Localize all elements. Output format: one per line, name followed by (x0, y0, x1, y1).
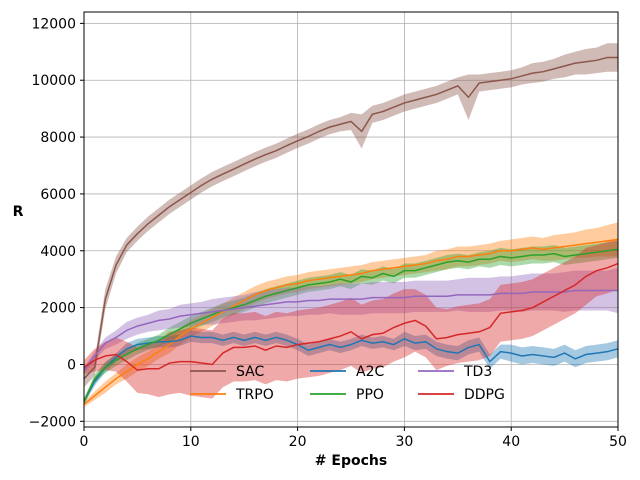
plot-frame (83, 11, 619, 428)
legend-label-a2c: A2C (356, 364, 384, 380)
legend-label-sac: SAC (236, 364, 264, 380)
grid-lines (83, 12, 619, 427)
line-td3 (83, 289, 618, 371)
y-tick-label: −2000 (29, 414, 76, 430)
x-tick-label: 50 (609, 434, 627, 450)
axis-ticks: 0 10 20 30 40 50−2000020004000600080001000012… (29, 16, 627, 450)
y-axis-label: R (13, 204, 24, 220)
legend-label-ddpg: DDPG (464, 387, 505, 403)
line-ppo (83, 248, 619, 402)
y-tick-label: 4000 (40, 244, 76, 260)
x-tick-label: 10 (182, 434, 200, 450)
line-sac (83, 56, 618, 380)
series-lines (83, 56, 619, 405)
y-tick-label: 0 (67, 357, 76, 373)
y-tick-label: 6000 (40, 187, 76, 203)
x-tick-label: 40 (502, 434, 520, 450)
legend-label-ppo: PPO (356, 387, 384, 403)
plot-background (84, 12, 618, 427)
legend-label-trpo: TRPO (235, 387, 274, 403)
y-tick-label: 8000 (40, 130, 76, 146)
x-axis-label: # Epochs (315, 453, 387, 469)
line-a2c (83, 335, 619, 402)
y-tick-label: 10000 (31, 73, 76, 89)
y-tick-label: 12000 (31, 16, 76, 32)
x-tick-label: 30 (395, 434, 413, 450)
x-tick-label: 20 (289, 434, 307, 450)
legend-label-td3: TD3 (463, 364, 492, 380)
x-tick-label: 0 (80, 434, 89, 450)
legend: SAC TRPO A2C PPO TD3 DDPG (190, 364, 505, 403)
band-trpo (84, 222, 618, 408)
y-tick-label: 2000 (40, 301, 76, 317)
band-a2c (84, 330, 618, 405)
line-ddpg (83, 262, 619, 371)
